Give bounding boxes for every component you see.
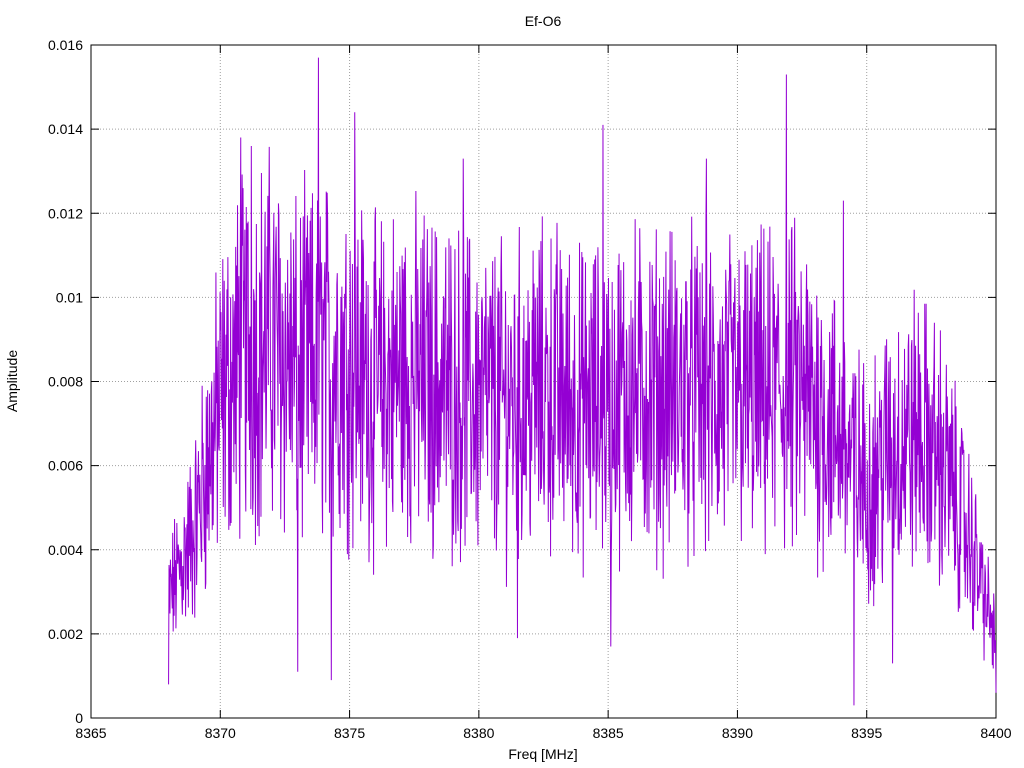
y-tick-label: 0.004 (48, 542, 83, 558)
chart-title: Ef-O6 (525, 13, 562, 29)
x-tick-label: 8380 (463, 725, 494, 741)
x-tick-label: 8365 (75, 725, 106, 741)
y-tick-label: 0 (75, 710, 83, 726)
y-tick-label: 0.002 (48, 626, 83, 642)
y-tick-label: 0.01 (56, 289, 83, 305)
series-group (168, 57, 997, 706)
y-tick-label: 0.012 (48, 205, 83, 221)
y-axis-label: Amplitude (4, 350, 20, 412)
x-tick-label: 8370 (205, 725, 236, 741)
y-tick-label: 0.006 (48, 458, 83, 474)
x-axis-label: Freq [MHz] (508, 746, 577, 762)
x-tick-label: 8375 (334, 725, 365, 741)
x-tick-label: 8395 (851, 725, 882, 741)
y-tick-label: 0.008 (48, 374, 83, 390)
x-tick-label: 8400 (980, 725, 1011, 741)
y-tick-label: 0.016 (48, 37, 83, 53)
series-line (168, 57, 997, 706)
x-tick-label: 8390 (722, 725, 753, 741)
axis-ticks: 8365 8370 8375 8380 8385 8390 8395 8400 0 0.002 0.… (48, 37, 1012, 741)
x-tick-label: 8385 (593, 725, 624, 741)
y-tick-label: 0.014 (48, 121, 83, 137)
